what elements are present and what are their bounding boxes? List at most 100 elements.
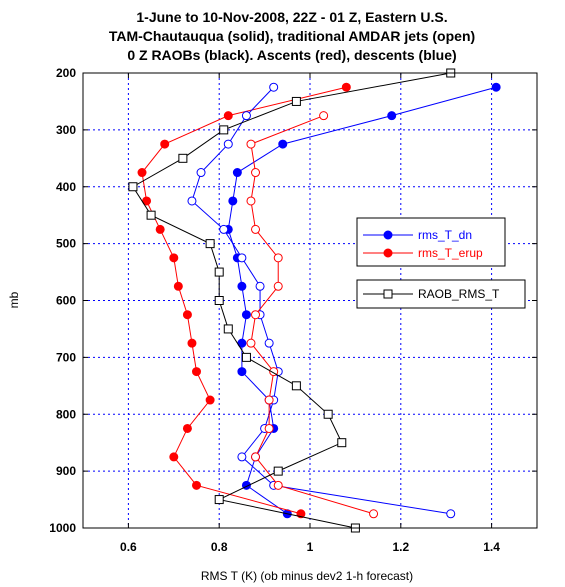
data-point <box>269 82 279 92</box>
x-tick-label: 1 <box>307 540 314 554</box>
data-point <box>337 438 347 448</box>
data-point <box>291 96 301 106</box>
legend-marker-dn <box>383 230 393 240</box>
data-point <box>128 182 138 192</box>
data-point <box>241 352 251 362</box>
data-point <box>219 224 229 234</box>
data-point <box>146 210 156 220</box>
data-point <box>169 452 179 462</box>
data-point <box>205 395 215 405</box>
y-tick-label: 1000 <box>49 521 76 535</box>
series-rms_T_erup_open <box>246 111 379 519</box>
y-axis-ticks: 200 300 400 500 600 700 800 900 1000 <box>49 66 537 535</box>
data-point <box>491 82 501 92</box>
data-point <box>278 139 288 149</box>
data-point <box>241 111 251 121</box>
title-line-2: TAM-Chautauqua (solid), traditional AMDA… <box>109 28 475 44</box>
data-point <box>187 338 197 348</box>
data-point <box>264 338 274 348</box>
x-axis-ticks: 0.6 0.8 1 1.2 1.4 <box>120 73 500 554</box>
data-point <box>264 395 274 405</box>
data-point <box>214 296 224 305</box>
data-point <box>251 224 261 234</box>
data-point <box>237 452 247 462</box>
y-tick-label: 500 <box>56 237 76 251</box>
data-point <box>273 480 283 490</box>
chart-title: 1-June to 10-Nov-2008, 22Z - 01 Z, Easte… <box>109 9 475 63</box>
data-point <box>223 111 233 121</box>
data-point <box>155 224 165 234</box>
x-axis-label: RMS T (K) (ob minus dev2 1-h forecast) <box>201 569 413 583</box>
series-line <box>141 86 347 515</box>
data-point <box>387 111 397 121</box>
data-point <box>178 153 188 163</box>
data-point <box>237 253 247 263</box>
legend-box-raob: RAOB_RMS_T <box>356 279 526 309</box>
data-point <box>237 367 247 377</box>
data-point <box>241 310 251 320</box>
data-point <box>192 480 201 490</box>
title-line-3: 0 Z RAOBs (black). Ascents (red), descen… <box>127 47 456 63</box>
data-point <box>160 139 170 149</box>
data-point <box>323 409 333 419</box>
y-tick-label: 800 <box>56 407 76 421</box>
legend-box-ascent-descent: rms_T_dn rms_T_erup <box>356 217 506 267</box>
data-point <box>205 239 215 249</box>
data-point <box>173 281 183 291</box>
data-point <box>214 495 224 505</box>
data-point <box>273 281 283 291</box>
data-point <box>273 253 283 263</box>
x-tick-label: 1.4 <box>483 540 500 554</box>
data-point <box>251 310 261 320</box>
data-point <box>255 281 265 291</box>
data-point <box>319 111 329 121</box>
x-tick-label: 0.6 <box>120 540 137 554</box>
data-point <box>232 168 242 178</box>
legend-box-frame <box>356 217 506 267</box>
x-tick-label: 1.2 <box>392 540 409 554</box>
series-line <box>191 86 451 515</box>
data-point <box>251 452 261 462</box>
data-point <box>251 168 261 178</box>
y-tick-label: 400 <box>56 180 76 194</box>
y-tick-label: 900 <box>56 464 76 478</box>
data-point <box>223 324 233 334</box>
data-point <box>169 253 179 263</box>
data-point <box>137 168 147 178</box>
data-point <box>341 82 351 92</box>
legend-label-dn: rms_T_dn <box>418 228 472 242</box>
y-tick-label: 700 <box>56 350 76 364</box>
series-rms_T_dn <box>223 82 501 519</box>
legend-marker-erup <box>383 248 393 258</box>
data-point <box>273 466 283 476</box>
data-point <box>369 509 379 519</box>
data-point <box>187 196 197 206</box>
data-point <box>246 338 256 348</box>
legend-marker-raob <box>383 289 393 299</box>
y-tick-label: 300 <box>56 123 76 137</box>
data-point <box>446 509 456 519</box>
title-line-1: 1-June to 10-Nov-2008, 22Z - 01 Z, Easte… <box>136 9 447 25</box>
data-point <box>246 139 256 149</box>
series-line <box>227 86 497 515</box>
x-tick-label: 0.8 <box>211 540 228 554</box>
data-series <box>128 68 501 533</box>
data-point <box>182 423 192 433</box>
data-point <box>228 196 238 206</box>
data-point <box>223 139 233 149</box>
legend-label-raob: RAOB_RMS_T <box>418 287 500 301</box>
y-tick-label: 200 <box>56 66 76 80</box>
data-point <box>214 267 224 277</box>
series-line <box>250 115 374 515</box>
data-point <box>291 381 301 391</box>
data-point <box>264 423 274 433</box>
data-point <box>219 125 229 135</box>
plot-frame <box>82 72 538 529</box>
y-tick-label: 600 <box>56 294 76 308</box>
data-point <box>246 196 256 206</box>
grid-lines <box>83 73 537 528</box>
data-point <box>196 168 206 178</box>
legend-label-erup: rms_T_erup <box>418 246 483 260</box>
